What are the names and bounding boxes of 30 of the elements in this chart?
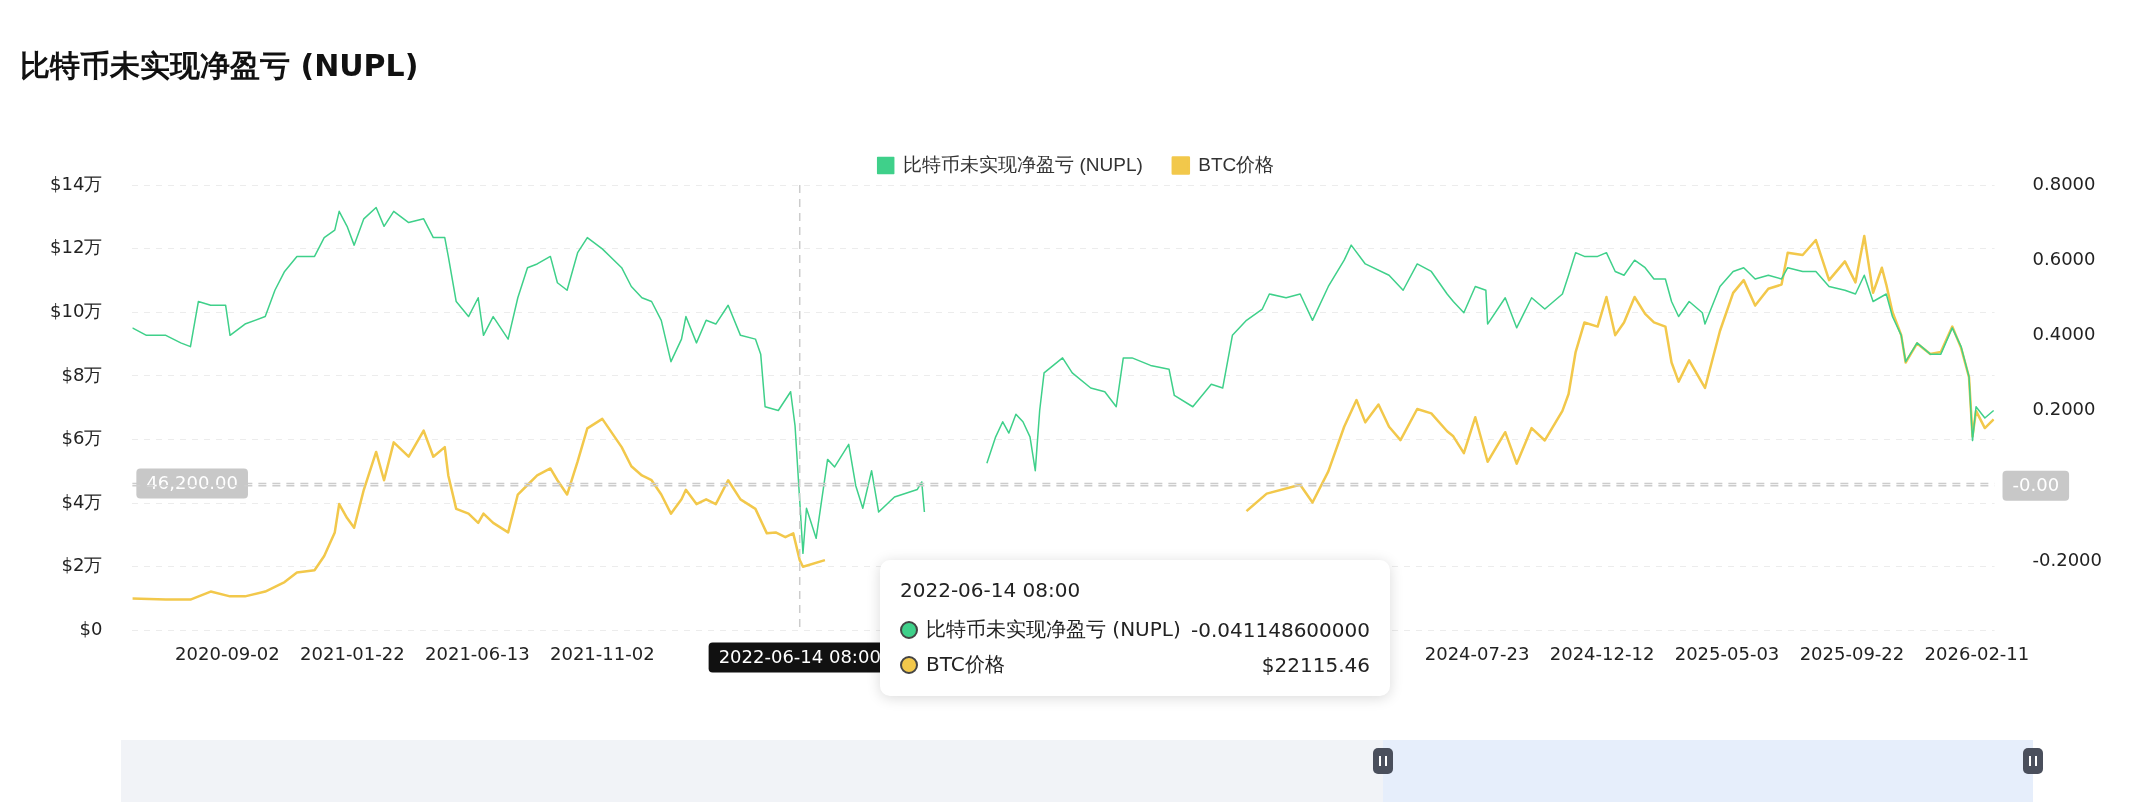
- legend-label: 比特币未实现净盈亏 (NUPL): [903, 153, 1143, 175]
- y-tick-label: $2万: [61, 554, 103, 576]
- ref-line-label: 2022-06-14 08:00: [718, 646, 881, 668]
- y2-tick-label: 0.2000: [2032, 398, 2096, 420]
- x-tick-label: 2021-11-02: [549, 642, 655, 664]
- y-tick-label: $14万: [50, 172, 103, 194]
- y-tick-label: $0: [79, 618, 103, 640]
- y-tick-label: $10万: [50, 299, 103, 321]
- x-tick-label: 2024-07-23: [1424, 642, 1530, 664]
- x-tick-label: 2025-09-22: [1799, 642, 1905, 664]
- x-tick-label: 2021-06-13: [425, 642, 530, 664]
- x-tick-label: 2025-05-03: [1674, 642, 1780, 664]
- y-tick-label: $8万: [61, 363, 103, 385]
- y2-tick-label: 0.4000: [2032, 323, 2096, 345]
- tooltip-panel: 2022-06-14 08:00 比特币未实现净盈亏 (NUPL) -0.041148600000 BTC价格 $22115.46: [880, 560, 1390, 696]
- annotation: -0.041148600000: [1191, 617, 1370, 642]
- y-tick-label: $12万: [50, 236, 103, 258]
- y-tick-label: $4万: [61, 490, 103, 512]
- y2-tick-label: 0.6000: [2032, 247, 2096, 269]
- annotation: 比特币未实现净盈亏 (NUPL): [926, 616, 1181, 643]
- chart-title: 比特币未实现净盈亏 (NUPL): [20, 47, 419, 83]
- y2-tick-label: 0.8000: [2032, 172, 2096, 194]
- x-tick-label: 2026-02-11: [1924, 642, 2030, 664]
- y2-tick-label: -0.2000: [2032, 548, 2103, 570]
- x-tick-label: 2020-09-02: [175, 642, 280, 664]
- annotation: 2022-06-14 08:00: [900, 578, 1082, 602]
- legend-label: BTC价格: [1198, 153, 1275, 175]
- x-tick-label: 2021-01-22: [300, 642, 405, 664]
- x-tick-label: 2024-12-12: [1549, 642, 1655, 664]
- y-tick-label: $6万: [61, 427, 103, 449]
